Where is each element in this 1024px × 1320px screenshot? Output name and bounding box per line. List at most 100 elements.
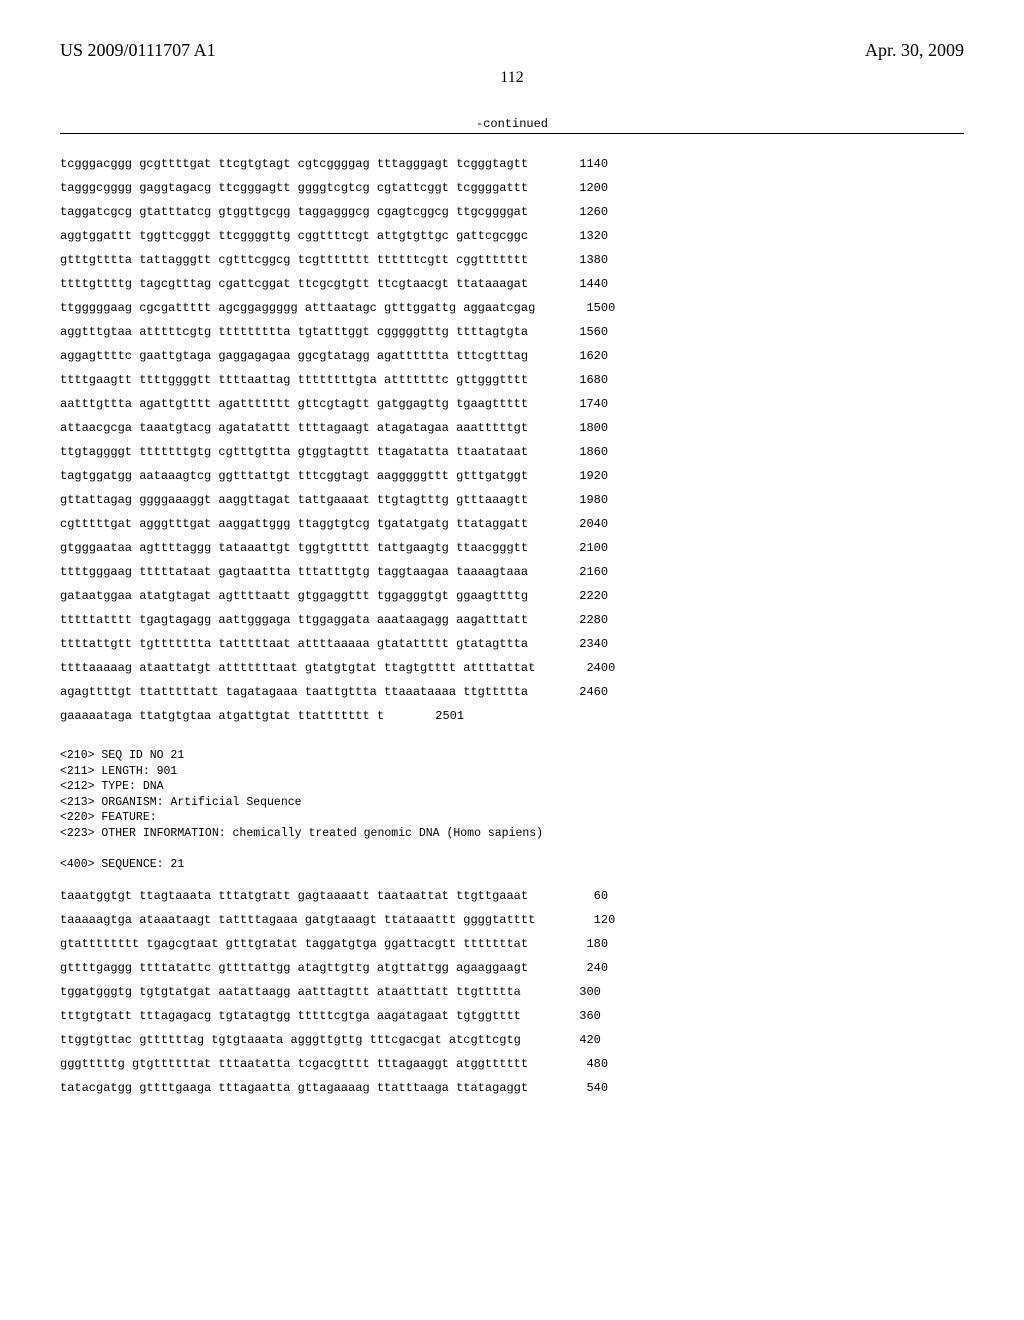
sequence-position: 2460 xyxy=(558,680,608,704)
sequence-position: 2501 xyxy=(414,704,464,728)
sequence-row: gtgggaataa agttttaggg tataaattgt tggtgtt… xyxy=(60,536,964,560)
page-number: 112 xyxy=(60,69,964,87)
sequence-text: gtatttttttt tgagcgtaat gtttgtatat taggat… xyxy=(60,932,528,956)
sequence-position: 480 xyxy=(558,1052,608,1076)
sequence-position: 1800 xyxy=(558,416,608,440)
sequence-position: 1140 xyxy=(558,152,608,176)
publication-number: US 2009/0111707 A1 xyxy=(60,40,216,61)
sequence-row: tcgggacggg gcgttttgat ttcgtgtagt cgtcggg… xyxy=(60,152,964,176)
sequence-listing-1: tcgggacggg gcgttttgat ttcgtgtagt cgtcggg… xyxy=(60,152,964,728)
sequence-text: gggtttttg gtgttttttat tttaatatta tcgacgt… xyxy=(60,1052,528,1076)
sequence-position: 1320 xyxy=(558,224,608,248)
sequence-text: ttgggggaag cgcgattttt agcggaggggg atttaa… xyxy=(60,296,535,320)
sequence-text: gttttgaggg ttttatattc gttttattgg atagttg… xyxy=(60,956,528,980)
sequence-text: taggatcgcg gtatttatcg gtggttgcgg taggagg… xyxy=(60,200,528,224)
page-header: US 2009/0111707 A1 Apr. 30, 2009 xyxy=(60,40,964,61)
sequence-text: gtgggaataa agttttaggg tataaattgt tggtgtt… xyxy=(60,536,528,560)
sequence-row: tagtggatgg aataaagtcg ggtttattgt tttcggt… xyxy=(60,464,964,488)
sequence-row: tatacgatgg gttttgaaga tttagaatta gttagaa… xyxy=(60,1076,964,1100)
sequence-position: 2280 xyxy=(558,608,608,632)
sequence-position: 1680 xyxy=(558,368,608,392)
sequence-row: gttattagag ggggaaaggt aaggttagat tattgaa… xyxy=(60,488,964,512)
sequence-text: gataatggaa atatgtagat agttttaatt gtggagg… xyxy=(60,584,528,608)
sequence-position: 300 xyxy=(551,980,601,1004)
sequence-text: aggtttgtaa atttttcgtg ttttttttta tgtattt… xyxy=(60,320,528,344)
sequence-row: ttttattgtt tgttttttta tatttttaat attttaa… xyxy=(60,632,964,656)
sequence-text: agagttttgt ttatttttatt tagatagaaa taattg… xyxy=(60,680,528,704)
sequence-row: agagttttgt ttatttttatt tagatagaaa taattg… xyxy=(60,680,964,704)
sequence-position: 1560 xyxy=(558,320,608,344)
sequence-text: ttttgttttg tagcgtttag cgattcggat ttcgcgt… xyxy=(60,272,528,296)
sequence-text: ttgtaggggt tttttttgtg cgtttgttta gtggtag… xyxy=(60,440,528,464)
sequence-position: 1740 xyxy=(558,392,608,416)
sequence-text: tggatgggtg tgtgtatgat aatattaagg aatttag… xyxy=(60,980,521,1004)
sequence-position: 2100 xyxy=(558,536,608,560)
sequence-position: 1260 xyxy=(558,200,608,224)
sequence-text: ttttgggaag tttttataat gagtaattta tttattt… xyxy=(60,560,528,584)
sequence-text: aggagttttc gaattgtaga gaggagagaa ggcgtat… xyxy=(60,344,528,368)
sequence-row: tttttatttt tgagtagagg aattgggaga ttggagg… xyxy=(60,608,964,632)
horizontal-rule xyxy=(60,133,964,134)
sequence-position: 1200 xyxy=(558,176,608,200)
sequence-position: 420 xyxy=(551,1028,601,1052)
sequence-text: tttgtgtatt tttagagacg tgtatagtgg tttttcg… xyxy=(60,1004,521,1028)
sequence-position: 1500 xyxy=(565,296,615,320)
sequence-position: 540 xyxy=(558,1076,608,1100)
sequence-position: 1920 xyxy=(558,464,608,488)
sequence-position: 360 xyxy=(551,1004,601,1028)
sequence-row: gttttgaggg ttttatattc gttttattgg atagttg… xyxy=(60,956,964,980)
sequence-position: 1380 xyxy=(558,248,608,272)
sequence-text: attaacgcga taaatgtacg agatatattt ttttaga… xyxy=(60,416,528,440)
sequence-text: tcgggacggg gcgttttgat ttcgtgtagt cgtcggg… xyxy=(60,152,528,176)
sequence-text: tttttatttt tgagtagagg aattgggaga ttggagg… xyxy=(60,608,528,632)
sequence-row: taaatggtgt ttagtaaata tttatgtatt gagtaaa… xyxy=(60,884,964,908)
sequence-position: 60 xyxy=(558,884,608,908)
sequence-row: gataatggaa atatgtagat agttttaatt gtggagg… xyxy=(60,584,964,608)
sequence-row: cgtttttgat agggtttgat aaggattggg ttaggtg… xyxy=(60,512,964,536)
sequence-row: attaacgcga taaatgtacg agatatattt ttttaga… xyxy=(60,416,964,440)
sequence-position: 1620 xyxy=(558,344,608,368)
sequence-position: 1860 xyxy=(558,440,608,464)
sequence-row: aggtttgtaa atttttcgtg ttttttttta tgtattt… xyxy=(60,320,964,344)
sequence-row: tagggcgggg gaggtagacg ttcgggagtt ggggtcg… xyxy=(60,176,964,200)
continued-label: -continued xyxy=(60,117,964,131)
sequence-position: 120 xyxy=(565,908,615,932)
sequence-metadata: <210> SEQ ID NO 21 <211> LENGTH: 901 <21… xyxy=(60,748,964,872)
sequence-row: gtatttttttt tgagcgtaat gtttgtatat taggat… xyxy=(60,932,964,956)
sequence-text: cgtttttgat agggtttgat aaggattggg ttaggtg… xyxy=(60,512,528,536)
sequence-position: 2340 xyxy=(558,632,608,656)
sequence-row: tggatgggtg tgtgtatgat aatattaagg aatttag… xyxy=(60,980,964,1004)
sequence-row: aggtggattt tggttcgggt ttcggggttg cggtttt… xyxy=(60,224,964,248)
sequence-row: gaaaaataga ttatgtgtaa atgattgtat ttatttt… xyxy=(60,704,964,728)
sequence-row: ttggtgttac gttttttag tgtgtaaata agggttgt… xyxy=(60,1028,964,1052)
sequence-text: aatttgttta agattgtttt agattttttt gttcgta… xyxy=(60,392,528,416)
sequence-text: ttttgaagtt ttttggggtt ttttaattag ttttttt… xyxy=(60,368,528,392)
sequence-row: ttgggggaag cgcgattttt agcggaggggg atttaa… xyxy=(60,296,964,320)
sequence-text: ttttattgtt tgttttttta tatttttaat attttaa… xyxy=(60,632,528,656)
sequence-text: gaaaaataga ttatgtgtaa atgattgtat ttatttt… xyxy=(60,704,384,728)
sequence-position: 180 xyxy=(558,932,608,956)
sequence-row: ttgtaggggt tttttttgtg cgtttgttta gtggtag… xyxy=(60,440,964,464)
sequence-row: tttgtgtatt tttagagacg tgtatagtgg tttttcg… xyxy=(60,1004,964,1028)
sequence-text: taaatggtgt ttagtaaata tttatgtatt gagtaaa… xyxy=(60,884,528,908)
sequence-position: 2160 xyxy=(558,560,608,584)
sequence-row: ttttgggaag tttttataat gagtaattta tttattt… xyxy=(60,560,964,584)
sequence-position: 1440 xyxy=(558,272,608,296)
sequence-row: gggtttttg gtgttttttat tttaatatta tcgacgt… xyxy=(60,1052,964,1076)
sequence-position: 1980 xyxy=(558,488,608,512)
sequence-text: aggtggattt tggttcgggt ttcggggttg cggtttt… xyxy=(60,224,528,248)
sequence-text: gttattagag ggggaaaggt aaggttagat tattgaa… xyxy=(60,488,528,512)
publication-date: Apr. 30, 2009 xyxy=(865,40,964,61)
sequence-listing-2: taaatggtgt ttagtaaata tttatgtatt gagtaaa… xyxy=(60,884,964,1100)
sequence-position: 2040 xyxy=(558,512,608,536)
sequence-text: tagggcgggg gaggtagacg ttcgggagtt ggggtcg… xyxy=(60,176,528,200)
sequence-text: ttggtgttac gttttttag tgtgtaaata agggttgt… xyxy=(60,1028,521,1052)
sequence-row: aatttgttta agattgtttt agattttttt gttcgta… xyxy=(60,392,964,416)
sequence-row: gtttgtttta tattagggtt cgtttcggcg tcgtttt… xyxy=(60,248,964,272)
sequence-position: 2400 xyxy=(565,656,615,680)
sequence-text: gtttgtttta tattagggtt cgtttcggcg tcgtttt… xyxy=(60,248,528,272)
sequence-row: ttttgaagtt ttttggggtt ttttaattag ttttttt… xyxy=(60,368,964,392)
sequence-row: ttttgttttg tagcgtttag cgattcggat ttcgcgt… xyxy=(60,272,964,296)
sequence-text: ttttaaaaag ataattatgt atttttttaat gtatgt… xyxy=(60,656,535,680)
sequence-row: ttttaaaaag ataattatgt atttttttaat gtatgt… xyxy=(60,656,964,680)
